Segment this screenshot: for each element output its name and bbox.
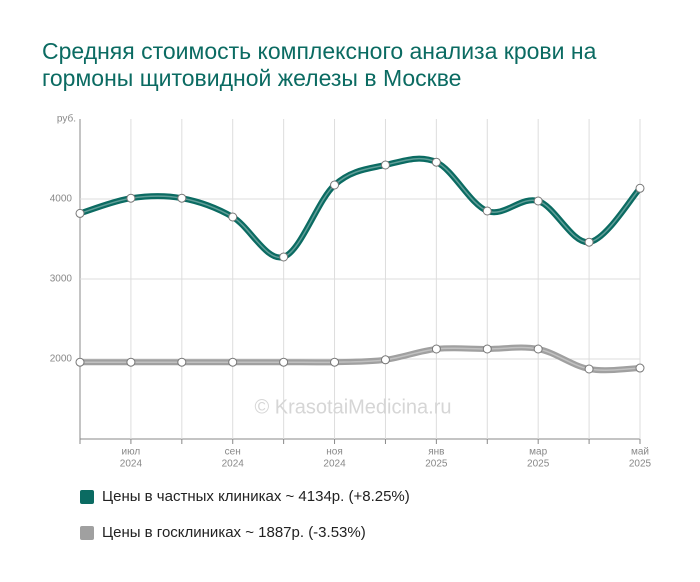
- data-point: [584, 237, 594, 247]
- data-point: [380, 160, 390, 170]
- data-point: [380, 355, 390, 365]
- y-unit: руб.: [57, 113, 76, 125]
- data-point: [177, 357, 187, 367]
- data-point: [431, 344, 441, 354]
- legend-label: Цены в частных клиниках ~ 4134р. (+8.25%…: [102, 488, 410, 505]
- x-tick-label: 2024: [323, 459, 346, 470]
- y-tick-label: 2000: [50, 354, 73, 365]
- data-point: [635, 183, 645, 193]
- chart-title: Средняя стоимость комплексного анализа к…: [42, 38, 597, 91]
- data-point: [126, 193, 136, 203]
- x-tick-label: 2025: [425, 459, 448, 470]
- x-tick-label: май: [631, 447, 649, 458]
- x-tick-label: 2024: [222, 459, 245, 470]
- data-point: [228, 357, 238, 367]
- data-point: [75, 357, 85, 367]
- data-point: [126, 357, 136, 367]
- data-point: [431, 157, 441, 167]
- data-point: [279, 357, 289, 367]
- x-tick-label: июл: [122, 447, 141, 458]
- data-point: [635, 363, 645, 373]
- x-tick-label: янв: [428, 447, 444, 458]
- legend-item: Цены в госклиниках ~ 1887р. (-3.53%): [80, 524, 366, 541]
- series-line: [79, 155, 643, 261]
- data-point: [279, 252, 289, 262]
- legend-label: Цены в госклиниках ~ 1887р. (-3.53%): [102, 524, 366, 541]
- data-point: [482, 344, 492, 354]
- legend-item: Цены в частных клиниках ~ 4134р. (+8.25%…: [80, 488, 410, 505]
- data-point: [330, 357, 340, 367]
- data-point: [584, 364, 594, 374]
- data-point: [330, 180, 340, 190]
- data-point: [75, 208, 85, 218]
- y-tick-label: 3000: [50, 274, 73, 285]
- x-tick-label: 2024: [120, 459, 143, 470]
- data-point: [482, 206, 492, 216]
- data-point: [533, 196, 543, 206]
- x-tick-label: 2025: [629, 459, 652, 470]
- x-tick-label: ноя: [326, 447, 343, 458]
- x-tick-label: сен: [225, 447, 241, 458]
- x-tick-label: мар: [529, 447, 547, 458]
- legend-swatch: [80, 525, 94, 540]
- data-point: [177, 193, 187, 203]
- x-tick-label: 2025: [527, 459, 550, 470]
- data-point: [533, 344, 543, 354]
- legend-swatch: [80, 489, 94, 504]
- y-tick-label: 4000: [50, 194, 73, 205]
- data-point: [228, 212, 238, 222]
- watermark: © KrasotaiMedicina.ru: [254, 396, 451, 418]
